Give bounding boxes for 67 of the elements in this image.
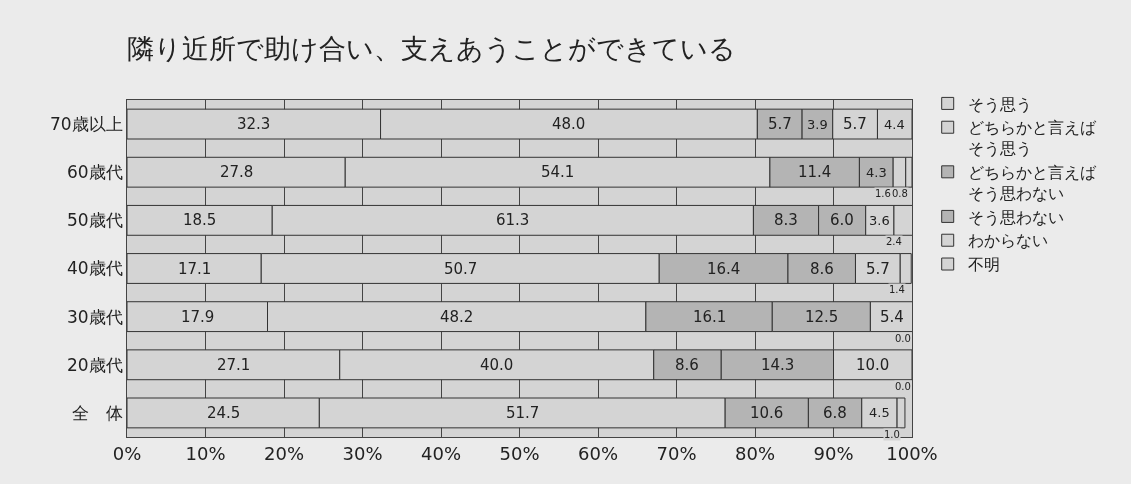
y-tick-label: 30歳代 <box>66 306 123 327</box>
data-label: 1.4 <box>889 284 905 295</box>
data-label: 11.4 <box>798 163 832 181</box>
data-label: 48.0 <box>552 115 586 133</box>
data-label: 5.7 <box>768 115 792 133</box>
data-label: 48.2 <box>440 308 474 326</box>
y-tick-label: 70歳以上 <box>49 114 123 135</box>
data-label: 8.3 <box>774 211 798 229</box>
data-label: 1.6 <box>875 188 891 199</box>
data-label: 16.1 <box>693 308 727 326</box>
x-tick-label: 50% <box>499 442 540 464</box>
data-label: 5.7 <box>843 115 867 133</box>
data-label: 8.6 <box>675 356 699 374</box>
data-label: 0.0 <box>895 333 911 344</box>
data-label: 18.5 <box>183 211 217 229</box>
data-label: 6.8 <box>823 404 847 422</box>
data-label: 4.3 <box>866 165 887 180</box>
data-label: 17.1 <box>178 260 212 278</box>
x-tick-label: 100% <box>886 442 938 464</box>
x-tick-label: 10% <box>185 442 226 464</box>
x-tick-label: 70% <box>656 442 697 464</box>
legend-label: どちらかと言えばそう思わない <box>967 163 1097 203</box>
data-label: 8.6 <box>810 260 834 278</box>
y-tick-label: 60歳代 <box>66 162 123 183</box>
data-label: 32.3 <box>237 115 271 133</box>
x-tick-label: 20% <box>263 442 305 464</box>
data-label: 10.6 <box>750 404 784 422</box>
data-label: 54.1 <box>541 163 575 181</box>
legend-label: そう思う <box>967 94 1032 114</box>
data-label: 6.0 <box>830 211 854 229</box>
data-label: 3.6 <box>869 213 890 228</box>
data-label: 40.0 <box>480 356 514 374</box>
y-tick-label: 40歳代 <box>66 258 123 279</box>
data-label: 5.4 <box>880 308 904 326</box>
data-label: 16.4 <box>707 260 741 278</box>
data-label: 61.3 <box>496 211 530 229</box>
data-label: 1.0 <box>884 429 900 440</box>
data-label: 51.7 <box>506 404 540 422</box>
y-tick-label: 全 体 <box>71 402 123 423</box>
data-label: 0.0 <box>895 381 911 392</box>
legend-label: どちらかと言えばそう思う <box>967 118 1097 159</box>
data-label: 27.1 <box>217 356 251 374</box>
y-tick-label: 50歳代 <box>66 210 123 231</box>
x-tick-label: 80% <box>734 442 776 464</box>
data-label: 0.8 <box>892 188 908 199</box>
y-tick-label: 20歳代 <box>66 354 123 375</box>
x-tick-label: 90% <box>813 442 854 464</box>
data-label: 17.9 <box>181 308 215 326</box>
data-label: 24.5 <box>207 404 241 422</box>
data-label: 10.0 <box>856 356 890 374</box>
data-label: 2.4 <box>886 236 902 247</box>
data-label: 12.5 <box>805 308 839 326</box>
data-label: 27.8 <box>220 163 254 181</box>
x-tick-label: 30% <box>342 442 383 464</box>
data-label: 3.9 <box>807 117 828 132</box>
x-tick-label: 60% <box>577 442 619 464</box>
data-label: 4.5 <box>869 405 890 420</box>
x-tick-label: 0% <box>112 442 142 464</box>
x-tick-label: 40% <box>420 442 462 464</box>
data-label: 4.4 <box>884 117 905 132</box>
data-label: 5.7 <box>866 260 890 278</box>
data-label: 14.3 <box>761 356 795 374</box>
chart-title: 隣り近所で助け合い、支えあうことができている <box>126 32 736 64</box>
legend-label: そう思わない <box>967 207 1064 227</box>
data-label: 50.7 <box>444 260 478 278</box>
legend-label: わからない <box>967 231 1048 251</box>
legend-label: 不明 <box>967 255 1000 275</box>
